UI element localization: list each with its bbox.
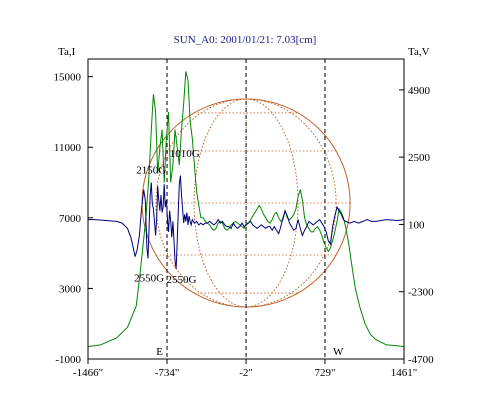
field-annotation: 2550G xyxy=(167,274,197,286)
right-tick-label: 100 xyxy=(408,219,425,231)
field-annotation: 2150G xyxy=(136,165,166,177)
x-tick-label: -1466" xyxy=(73,367,103,379)
series-line-blue xyxy=(88,175,405,270)
left-tick-label: 11000 xyxy=(54,142,82,154)
x-tick-label: 1461" xyxy=(391,367,418,379)
left-tick-label: 3000 xyxy=(59,283,82,295)
right-tick-label: -4700 xyxy=(408,354,434,366)
right-axis-label: Ta,V xyxy=(408,46,430,58)
left-tick-label: -1000 xyxy=(55,354,81,366)
left-tick-label: 7000 xyxy=(59,213,82,225)
longitude-line xyxy=(155,98,337,308)
x-tick-label: 729" xyxy=(314,367,335,379)
series-line-green xyxy=(87,71,405,348)
marker-label: E xyxy=(156,346,163,358)
left-tick-label: 15000 xyxy=(54,72,82,84)
field-annotation: 1010G xyxy=(170,148,200,160)
left-axis-label: Ta,I xyxy=(58,46,76,58)
x-tick-label: -2" xyxy=(239,367,253,379)
x-tick-label: -734" xyxy=(155,367,180,379)
right-tick-label: 2500 xyxy=(408,152,431,164)
marker-label: W xyxy=(333,346,344,358)
longitude-line xyxy=(193,98,299,308)
field-annotation: 2550G xyxy=(134,272,164,284)
right-tick-label: -2300 xyxy=(408,287,434,299)
chart-title: SUN_A0: 2001/01/21: 7.03[cm] xyxy=(174,34,317,46)
right-tick-label: 4900 xyxy=(408,85,431,97)
